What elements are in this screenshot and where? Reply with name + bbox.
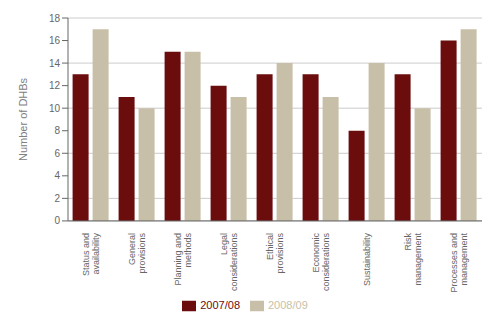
html-text:2008/09: 2008/09 [268, 298, 308, 311]
svg-text:8: 8 [54, 125, 60, 136]
svg-text:10: 10 [49, 103, 61, 114]
svg-text:Processes andmanagement: Processes andmanagement [449, 232, 469, 292]
svg-text:Number of DHBs: Number of DHBs [17, 77, 29, 161]
svg-text:2: 2 [54, 193, 60, 204]
svg-text:4: 4 [54, 170, 60, 181]
svg-text:Ethicalprovisions: Ethicalprovisions [265, 232, 285, 273]
svg-text:14: 14 [49, 58, 61, 69]
svg-text:0: 0 [54, 215, 60, 226]
svg-text:Economicconsiderations: Economicconsiderations [311, 232, 331, 291]
svg-text:Sustainability: Sustainability [362, 232, 372, 286]
svg-text:Generalprovisions: Generalprovisions [127, 232, 147, 273]
svg-text:Planning andmethods: Planning andmethods [173, 232, 193, 285]
svg-text:12: 12 [49, 80, 61, 91]
html-text:2007/08: 2007/08 [200, 298, 240, 311]
svg-text:Status andavailability: Status andavailability [81, 232, 101, 276]
svg-text:Riskmanagement: Riskmanagement [403, 232, 423, 285]
svg-text:6: 6 [54, 148, 60, 159]
svg-text:18: 18 [49, 13, 61, 24]
svg-text:16: 16 [49, 35, 61, 46]
svg-text:Legalconsiderations: Legalconsiderations [219, 232, 239, 291]
